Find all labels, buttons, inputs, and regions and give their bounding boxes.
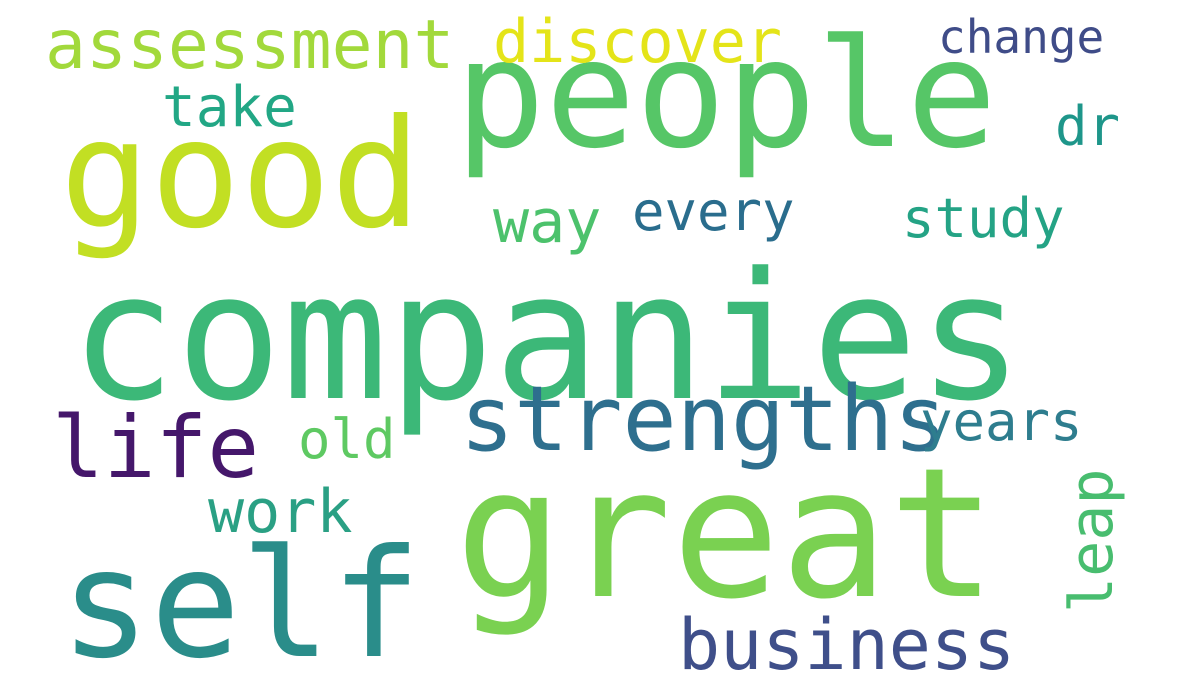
word-change: change	[938, 10, 1105, 64]
word-great: great	[455, 430, 997, 639]
word-strengths: strengths	[460, 367, 948, 472]
word-life: life	[52, 398, 260, 498]
word-self: self	[60, 518, 422, 692]
word-way: way	[493, 187, 602, 257]
word-take: take	[162, 75, 297, 140]
word-good: good	[60, 88, 422, 262]
word-old: old	[298, 408, 396, 471]
word-people: people	[455, 8, 997, 182]
word-companies: companies	[70, 235, 1024, 440]
word-every: every	[632, 180, 795, 243]
word-business: business	[678, 604, 1016, 686]
word-discover: discover	[493, 7, 782, 77]
word-leap: leap	[1057, 468, 1127, 614]
word-assessment: assessment	[45, 6, 455, 85]
word-study: study	[902, 187, 1065, 250]
word-work: work	[208, 477, 353, 547]
word-years: years	[920, 390, 1083, 453]
word-dr: dr	[1055, 95, 1121, 158]
